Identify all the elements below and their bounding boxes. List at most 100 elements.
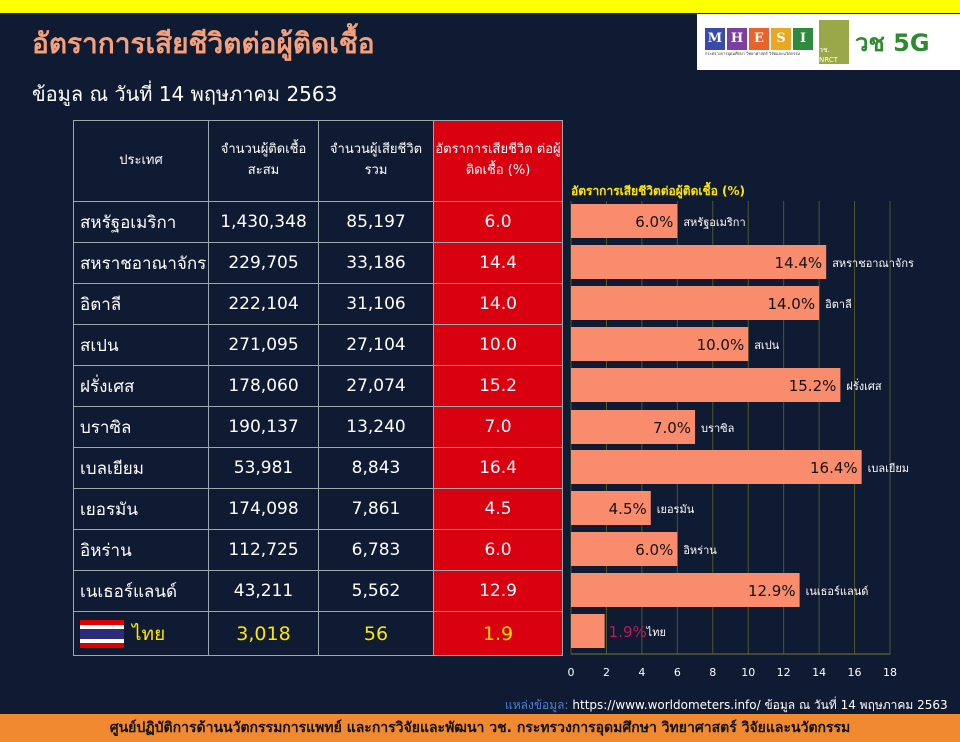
cases-cell: 190,137 — [208, 406, 319, 448]
rate-cell: 10.0 — [433, 324, 563, 366]
data-label: 6.0% — [635, 541, 673, 559]
category-label: สหรัฐอเมริกา — [683, 216, 745, 229]
category-label: เนเธอร์แลนด์ — [806, 585, 869, 598]
country-cell: สหราชอาณาจักร — [73, 242, 209, 284]
header-country: ประเทศ — [73, 120, 209, 202]
x-tick-label: 4 — [638, 666, 645, 679]
category-label: สเปน — [754, 339, 779, 352]
page-subtitle: ข้อมูล ณ วันที่ 14 พฤษภาคม 2563 — [32, 82, 338, 106]
rate-cell: 14.0 — [433, 283, 563, 325]
country-cell: เบลเยียม — [73, 447, 209, 489]
nrct-logo: วช. NRCT — [819, 20, 849, 64]
logos: M H E S I กระทรวงการอุดมศึกษา วิทยาศาสตร… — [697, 14, 960, 70]
cases-cell: 1,430,348 — [208, 201, 319, 243]
v5g-logo: วช 5G — [855, 28, 930, 57]
x-tick-label: 2 — [603, 666, 610, 679]
header-rate: อัตราการเสียชีวิต ต่อผู้ติดเชื้อ (%) — [433, 120, 563, 202]
cases-cell: 3,018 — [208, 611, 319, 656]
logo-letter: S — [771, 27, 791, 50]
x-tick-label: 14 — [812, 666, 826, 679]
x-tick-label: 8 — [709, 666, 716, 679]
cases-cell: 271,095 — [208, 324, 319, 366]
table-row: เยอรมัน 174,098 7,861 4.5 — [73, 488, 563, 530]
logo-letter: I — [793, 27, 813, 50]
bar — [571, 204, 678, 238]
cases-cell: 53,981 — [208, 447, 319, 489]
rate-cell: 1.9 — [433, 611, 563, 656]
data-table: ประเทศ จำนวนผู้ติดเชื้อ สะสม จำนวนผู้เสี… — [73, 120, 563, 656]
x-tick-label: 16 — [848, 666, 862, 679]
deaths-cell: 27,074 — [318, 365, 434, 407]
country-cell: สเปน — [73, 324, 209, 366]
cases-cell: 112,725 — [208, 529, 319, 571]
table-row: เนเธอร์แลนด์ 43,211 5,562 12.9 — [73, 570, 563, 612]
rate-cell: 14.4 — [433, 242, 563, 284]
country-cell: สหรัฐอเมริกา — [73, 201, 209, 243]
x-tick-label: 12 — [777, 666, 791, 679]
data-label: 14.0% — [767, 295, 815, 313]
country-cell: เยอรมัน — [73, 488, 209, 530]
bar — [571, 532, 678, 566]
deaths-cell: 56 — [318, 611, 434, 656]
table-row: สหรัฐอเมริกา 1,430,348 85,197 6.0 — [73, 201, 563, 243]
mhesi-logo: M H E S I — [705, 27, 813, 50]
table-row: ฝรั่งเศส 178,060 27,074 15.2 — [73, 365, 563, 407]
x-tick-label: 0 — [568, 666, 575, 679]
x-tick-label: 6 — [674, 666, 681, 679]
data-label: 14.4% — [775, 254, 823, 272]
logo-letter: M — [705, 27, 725, 50]
bar — [571, 573, 800, 607]
cases-cell: 229,705 — [208, 242, 319, 284]
bar — [571, 614, 605, 648]
table-row: เบลเยียม 53,981 8,843 16.4 — [73, 447, 563, 489]
source-label: แหล่งข้อมูล: — [505, 698, 569, 712]
deaths-cell: 7,861 — [318, 488, 434, 530]
cases-cell: 174,098 — [208, 488, 319, 530]
data-label: 4.5% — [609, 500, 647, 518]
page-title: อัตราการเสียชีวิตต่อผู้ติดเชื้อ — [32, 27, 375, 60]
x-tick-label: 10 — [741, 666, 755, 679]
category-label: อิหร่าน — [683, 544, 717, 557]
table-row: บราซิล 190,137 13,240 7.0 — [73, 406, 563, 448]
header-cases: จำนวนผู้ติดเชื้อ สะสม — [208, 120, 319, 202]
cases-cell: 178,060 — [208, 365, 319, 407]
deaths-cell: 8,843 — [318, 447, 434, 489]
footer: ศูนย์ปฏิบัติการด้านนวัตกรรมการแพทย์ และก… — [0, 714, 960, 742]
country-name: ไทย — [132, 622, 166, 645]
source-note: แหล่งข้อมูล: https://www.worldometers.in… — [505, 696, 948, 715]
category-label: เยอรมัน — [657, 503, 695, 516]
bar — [571, 410, 696, 444]
category-label: บราซิล — [701, 422, 734, 435]
source-text: https://www.worldometers.info/ ข้อมูล ณ … — [568, 698, 948, 712]
rate-cell: 12.9 — [433, 570, 563, 612]
top-bar — [0, 0, 960, 13]
rate-cell: 4.5 — [433, 488, 563, 530]
deaths-cell: 27,104 — [318, 324, 434, 366]
category-label: สหราชอาณาจักร — [832, 257, 914, 270]
x-tick-label: 18 — [883, 666, 897, 679]
data-label: 10.0% — [697, 336, 745, 354]
country-cell: ไทย — [73, 611, 209, 656]
bar — [571, 368, 841, 402]
bar — [571, 327, 749, 361]
logo-letter: E — [749, 27, 769, 50]
mhesi-subtext: กระทรวงการอุดมศึกษา วิทยาศาสตร์ วิจัยและ… — [705, 50, 801, 56]
country-cell: อิหร่าน — [73, 529, 209, 571]
bar — [571, 450, 862, 484]
category-label: อิตาลี — [825, 298, 852, 311]
chart-title: อัตราการเสียชีวิตต่อผู้ติดเชื้อ (%) — [571, 184, 746, 198]
deaths-cell: 85,197 — [318, 201, 434, 243]
country-cell: บราซิล — [73, 406, 209, 448]
data-label: 12.9% — [748, 582, 796, 600]
table-row: อิหร่าน 112,725 6,783 6.0 — [73, 529, 563, 571]
bar — [571, 491, 651, 525]
category-label: ไทย — [646, 626, 666, 639]
data-label: 6.0% — [635, 213, 673, 231]
data-label: 7.0% — [653, 419, 691, 437]
category-label: เบลเยียม — [868, 462, 909, 475]
data-label: 16.4% — [810, 459, 858, 477]
deaths-cell: 33,186 — [318, 242, 434, 284]
logo-letter: H — [727, 27, 747, 50]
category-label: ฝรั่งเศส — [846, 378, 881, 393]
